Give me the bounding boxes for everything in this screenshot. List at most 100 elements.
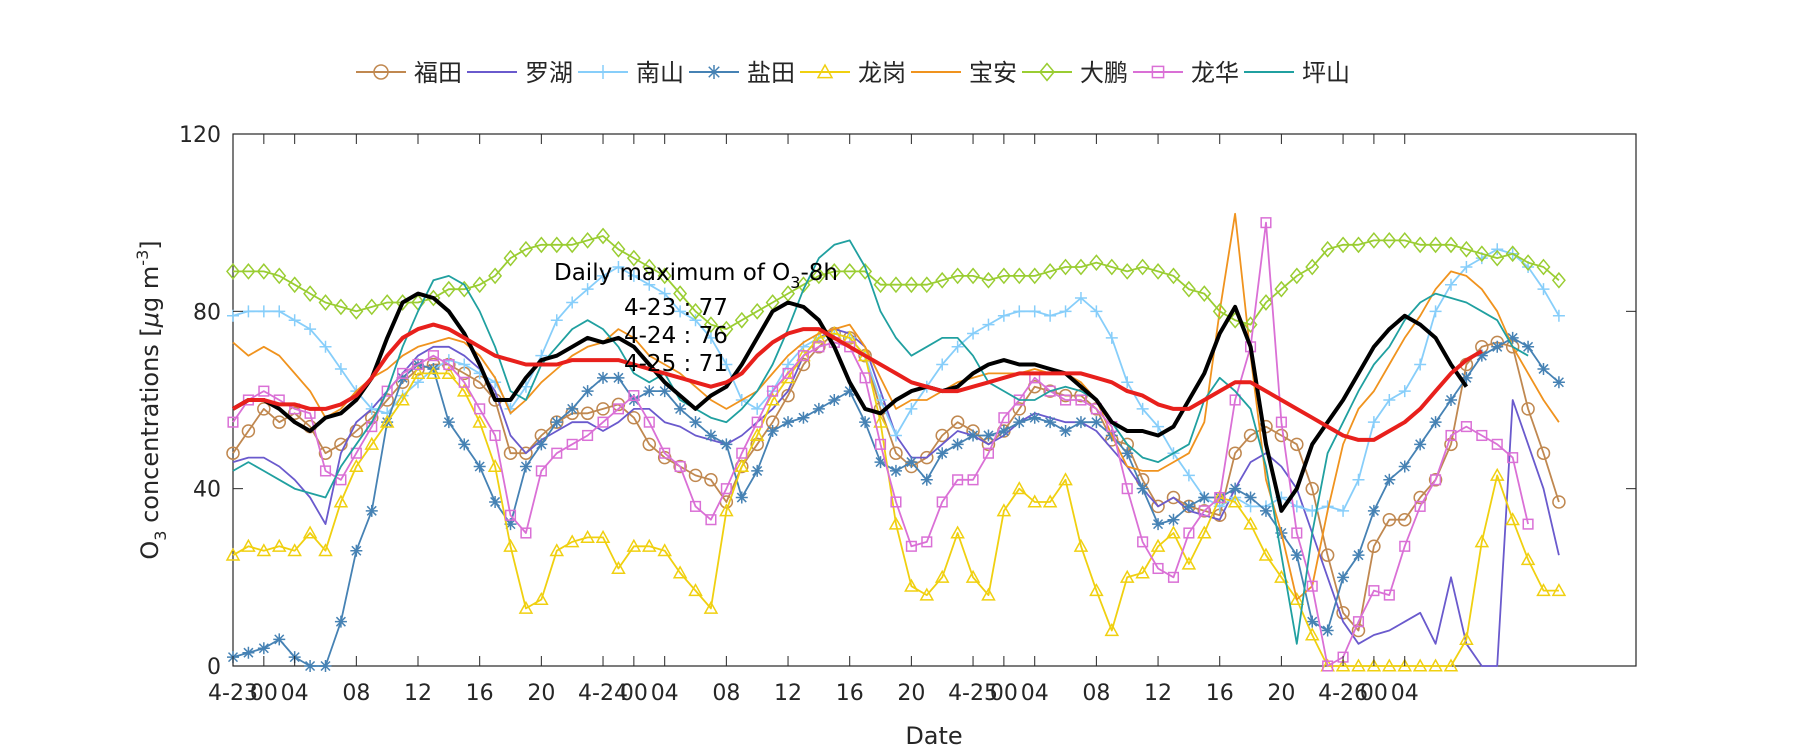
data-point	[349, 458, 364, 473]
legend-marker	[1151, 65, 1165, 79]
data-point	[457, 280, 472, 298]
data-point	[1259, 294, 1273, 311]
data-point	[858, 263, 873, 280]
data-point	[703, 316, 718, 334]
data-point	[427, 350, 439, 362]
data-point	[998, 412, 1010, 424]
data-point	[488, 267, 503, 285]
series-龙岗	[225, 325, 1567, 672]
data-point	[1460, 261, 1473, 273]
data-point	[1073, 538, 1089, 552]
annotation: Daily maximum of O3-8h 4-23 : 77 4-24 : …	[554, 260, 838, 377]
data-point	[997, 425, 1010, 438]
data-point	[1552, 309, 1565, 322]
series-line	[232, 212, 1560, 601]
data-point	[487, 458, 503, 473]
data-point	[1212, 302, 1227, 320]
data-point	[643, 278, 656, 291]
x-tick-label: 4-26	[1318, 681, 1368, 706]
data-point	[1058, 472, 1073, 486]
data-point	[689, 500, 702, 512]
data-point	[1428, 473, 1443, 487]
data-point	[1289, 591, 1305, 606]
data-point	[1013, 416, 1026, 429]
x-tick-label: 12	[404, 681, 432, 706]
data-point	[564, 534, 580, 548]
data-point	[936, 358, 949, 371]
x-tick-label: 20	[897, 681, 925, 706]
data-point	[349, 302, 364, 320]
x-tick-label: 04	[281, 681, 309, 706]
data-point	[1012, 267, 1027, 285]
data-point	[257, 402, 271, 416]
data-point	[981, 271, 996, 289]
data-point	[1291, 527, 1303, 539]
data-point	[1120, 263, 1135, 280]
x-tick-label: 00	[1360, 681, 1388, 706]
data-point	[1152, 420, 1165, 433]
data-point	[842, 263, 857, 280]
data-point	[472, 276, 487, 294]
data-point	[364, 436, 380, 450]
data-point	[1228, 446, 1242, 460]
data-point	[1320, 240, 1335, 258]
data-point	[273, 305, 286, 318]
data-point	[1336, 236, 1351, 254]
data-point	[473, 460, 486, 473]
data-point	[427, 362, 440, 375]
data-point	[1044, 416, 1057, 429]
data-point	[1505, 512, 1520, 526]
data-point	[1289, 267, 1304, 285]
data-point	[919, 587, 935, 601]
data-point	[1552, 495, 1566, 509]
data-point	[350, 447, 362, 459]
data-point	[1382, 658, 1397, 672]
data-point	[1104, 622, 1120, 637]
data-point	[642, 258, 657, 276]
data-point	[1382, 512, 1397, 527]
data-point	[626, 538, 642, 552]
x-tick-label: 16	[836, 681, 864, 706]
x-tick-label: 04	[1021, 681, 1049, 706]
data-point	[674, 305, 687, 318]
data-point	[1305, 481, 1319, 496]
data-point	[1445, 429, 1457, 442]
data-point	[258, 385, 270, 397]
data-point	[1522, 340, 1535, 353]
data-point	[1306, 615, 1319, 628]
data-point	[241, 424, 256, 438]
data-point	[1444, 236, 1458, 254]
data-point	[1028, 305, 1041, 318]
data-point	[1443, 658, 1459, 672]
data-point	[611, 560, 626, 575]
data-point	[1521, 402, 1535, 416]
data-point	[813, 341, 825, 353]
data-point	[319, 660, 332, 672]
data-point	[1151, 263, 1166, 280]
data-point	[1135, 565, 1150, 579]
data-point	[1537, 362, 1550, 375]
data-point	[256, 543, 272, 557]
data-point	[750, 437, 764, 452]
data-point	[1027, 267, 1042, 285]
data-point	[303, 285, 318, 302]
data-point	[889, 429, 902, 442]
data-point	[1166, 490, 1181, 505]
data-point	[951, 438, 964, 451]
data-point	[674, 460, 686, 473]
data-point	[287, 406, 302, 421]
data-point	[596, 402, 610, 416]
data-point	[319, 340, 332, 353]
x-tick-label: 20	[1267, 681, 1295, 706]
data-point	[1474, 534, 1490, 548]
data-point	[597, 416, 609, 428]
data-point	[704, 473, 718, 487]
data-point	[318, 294, 333, 311]
data-point	[642, 437, 657, 452]
data-point	[952, 474, 964, 486]
data-point	[657, 267, 672, 285]
data-point	[1197, 285, 1212, 302]
data-point	[1151, 499, 1165, 514]
legend-item: 龙华	[1133, 59, 1239, 87]
data-point	[874, 456, 887, 469]
